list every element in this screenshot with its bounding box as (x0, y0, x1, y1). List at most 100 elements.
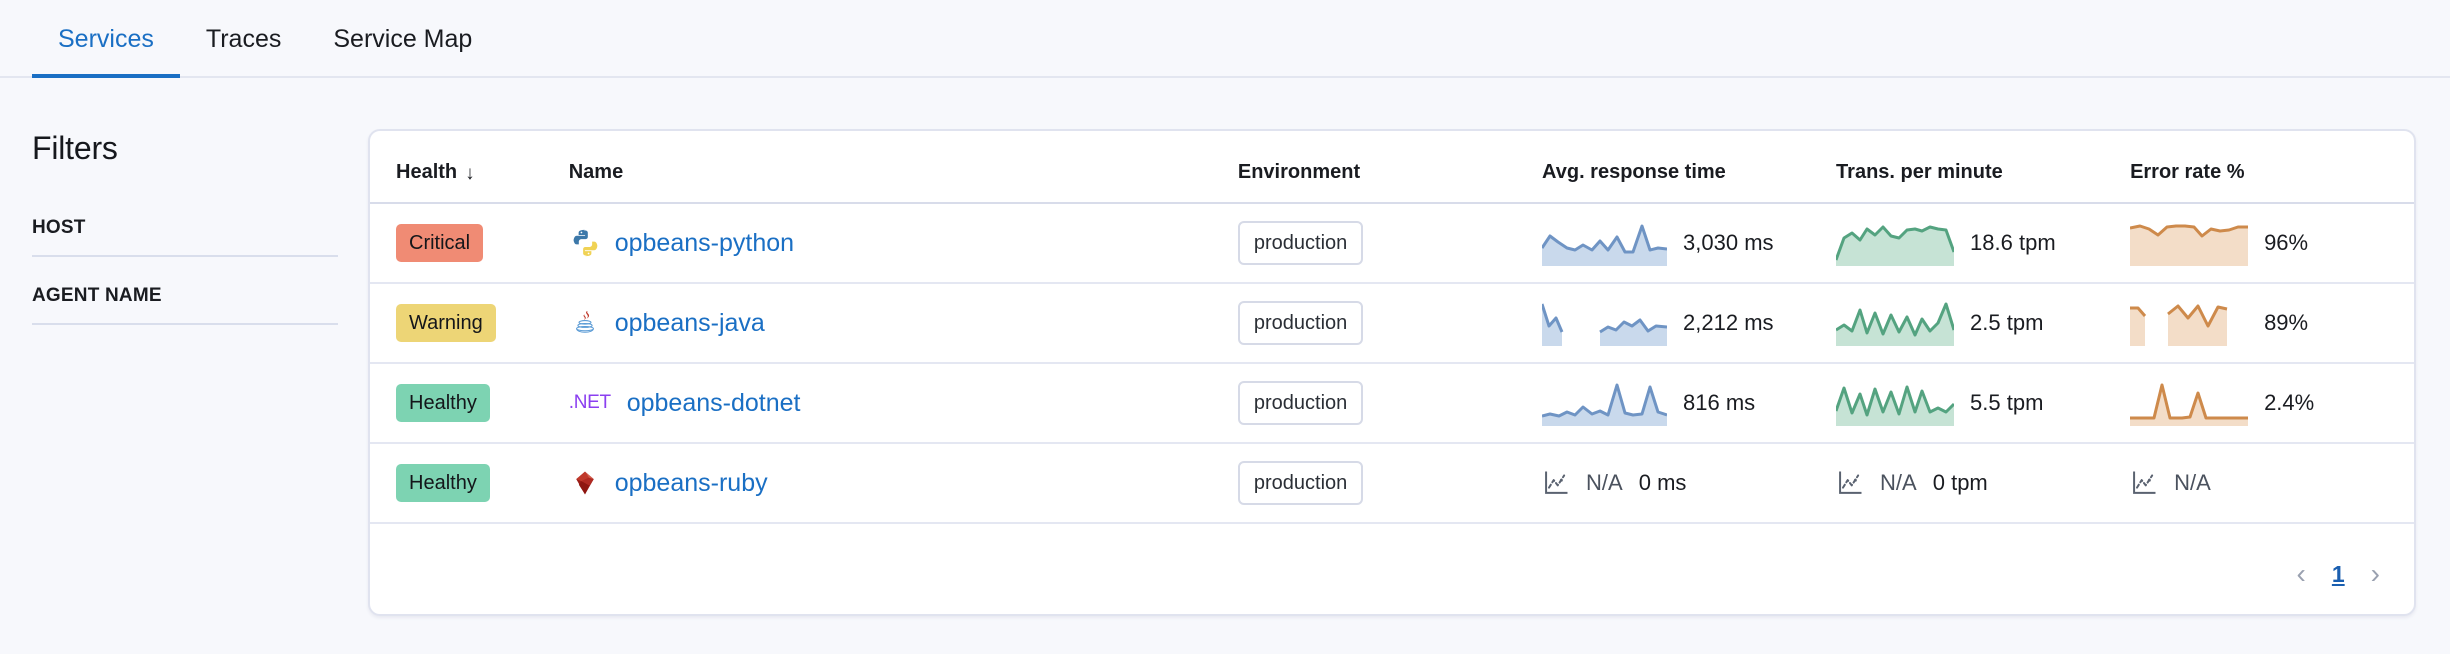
tab-list: Services Traces Service Map (32, 0, 498, 78)
column-header-avg-response-time[interactable]: Avg. response time (1542, 131, 1837, 204)
error-rate-value: 89% (2264, 310, 2309, 335)
column-header-name[interactable]: Name (568, 131, 1238, 204)
error-rate-value: 2.4% (2264, 390, 2315, 415)
column-header-trans-per-minute-label: Trans. per minute (1836, 161, 2003, 183)
cell-trans-per-minute: 5.5 tpm (1836, 363, 2131, 444)
tab-services[interactable]: Services (32, 0, 180, 78)
cell-health: Critical (370, 203, 569, 284)
status-badge: Healthy (396, 384, 490, 422)
dotnet-icon: .NET (568, 392, 611, 413)
status-badge: Warning (396, 304, 496, 342)
filter-divider (32, 255, 338, 257)
java-icon (569, 307, 601, 339)
throughput-sparkline (1836, 302, 1955, 346)
avg-response-time-value: 816 ms (1683, 390, 1756, 415)
column-header-avg-response-time-label: Avg. response time (1542, 161, 1726, 183)
column-header-error-rate[interactable]: Error rate % (2130, 131, 2414, 204)
trans-per-minute-value: 5.5 tpm (1970, 390, 2044, 415)
next-page-icon[interactable]: › (2370, 558, 2380, 589)
status-badge: Critical (396, 224, 484, 262)
services-panel: Health ↓ Name Environment Avg. response t… (368, 129, 2416, 616)
cell-trans-per-minute: N/A 0 tpm (1836, 443, 2131, 524)
cell-health: Healthy (370, 443, 569, 524)
cell-avg-response-time: 3,030 ms (1542, 203, 1837, 284)
environment-badge: production (1237, 381, 1364, 425)
filter-group-agent-name[interactable]: AGENT NAME (32, 257, 338, 325)
cell-health: Healthy (370, 363, 569, 444)
tab-bar: Services Traces Service Map (0, 0, 2450, 78)
no-data-label: N/A (2174, 470, 2211, 495)
environment-badge: production (1237, 221, 1364, 265)
cell-environment: production (1237, 203, 1543, 284)
previous-page-icon[interactable]: ‹ (2296, 558, 2306, 589)
ruby-icon (569, 467, 601, 499)
tab-service-map[interactable]: Service Map (307, 0, 498, 78)
table-row[interactable]: Healthy .NET opbeans-dotnet production (370, 363, 2414, 444)
tab-services-label: Services (58, 24, 154, 53)
pagination: ‹ 1 › (2297, 560, 2380, 588)
filter-group-host[interactable]: HOST (32, 217, 338, 257)
cell-name: opbeans-ruby (568, 443, 1238, 524)
avg-response-time-value: 2,212 ms (1683, 310, 1774, 335)
cell-environment: production (1237, 283, 1543, 364)
cell-trans-per-minute: 2.5 tpm (1836, 283, 2131, 364)
services-table: Health ↓ Name Environment Avg. response t… (370, 131, 2414, 524)
no-data-chart-icon (2133, 471, 2156, 494)
python-icon (569, 227, 601, 259)
throughput-sparkline (1836, 225, 1955, 266)
sort-descending-icon: ↓ (465, 163, 475, 184)
tab-traces-label: Traces (205, 24, 282, 53)
table-header: Health ↓ Name Environment Avg. response t… (370, 131, 2414, 204)
cell-error-rate: 89% (2130, 283, 2414, 364)
no-data-label: N/A (1880, 470, 1917, 495)
throughput-sparkline (1836, 385, 1955, 426)
column-header-health-label: Health (396, 161, 458, 183)
error-rate-sparkline (2130, 304, 2228, 346)
service-link[interactable]: opbeans-java (614, 308, 765, 337)
table-row[interactable]: Critical opbeans-python produc (370, 203, 2414, 284)
status-badge: Healthy (396, 464, 490, 502)
filter-group-agent-name-label: AGENT NAME (32, 285, 162, 306)
service-link[interactable]: opbeans-ruby (614, 468, 768, 497)
column-header-environment-label: Environment (1237, 161, 1361, 183)
cell-health: Warning (370, 283, 569, 364)
error-rate-value: 96% (2264, 230, 2309, 255)
cell-environment: production (1237, 363, 1543, 444)
cell-environment: production (1237, 443, 1543, 524)
column-header-error-rate-label: Error rate % (2130, 161, 2245, 183)
filter-group-host-label: HOST (32, 217, 86, 238)
filters-sidebar: Filters HOST AGENT NAME (32, 130, 338, 325)
cell-avg-response-time: N/A 0 ms (1542, 443, 1837, 524)
no-data-chart-icon (1839, 471, 1862, 494)
error-rate-sparkline (2130, 383, 2249, 426)
trans-per-minute-value: 18.6 tpm (1970, 230, 2056, 255)
service-link[interactable]: opbeans-python (614, 228, 795, 257)
cell-name: .NET opbeans-dotnet (568, 363, 1238, 444)
table-body: Critical opbeans-python produc (370, 203, 2414, 524)
column-header-environment[interactable]: Environment (1237, 131, 1543, 204)
latency-sparkline (1542, 224, 1668, 266)
column-header-trans-per-minute[interactable]: Trans. per minute (1836, 131, 2131, 204)
column-header-name-label: Name (568, 161, 624, 183)
trans-per-minute-value: 2.5 tpm (1970, 310, 2044, 335)
service-link[interactable]: opbeans-dotnet (626, 388, 801, 417)
table-row[interactable]: Warning (370, 283, 2414, 364)
cell-name: opbeans-python (568, 203, 1238, 284)
cell-trans-per-minute: 18.6 tpm (1836, 203, 2131, 284)
cell-error-rate: 96% (2130, 203, 2414, 284)
cell-name: opbeans-java (568, 283, 1238, 364)
cell-error-rate: N/A (2130, 443, 2414, 524)
latency-sparkline (1542, 383, 1668, 426)
latency-sparkline (1542, 303, 1668, 346)
avg-response-time-value: 0 ms (1638, 470, 1687, 495)
tab-traces[interactable]: Traces (180, 0, 307, 78)
cell-avg-response-time: 816 ms (1542, 363, 1837, 444)
error-rate-sparkline (2130, 224, 2249, 266)
tab-service-map-label: Service Map (333, 24, 473, 53)
column-header-health[interactable]: Health ↓ (370, 131, 569, 204)
filter-divider (32, 323, 338, 325)
page-number-1[interactable]: 1 (2331, 560, 2345, 587)
environment-badge: production (1237, 301, 1364, 345)
table-row[interactable]: Healthy opbeans-ru (370, 443, 2414, 524)
trans-per-minute-value: 0 tpm (1932, 470, 1988, 495)
